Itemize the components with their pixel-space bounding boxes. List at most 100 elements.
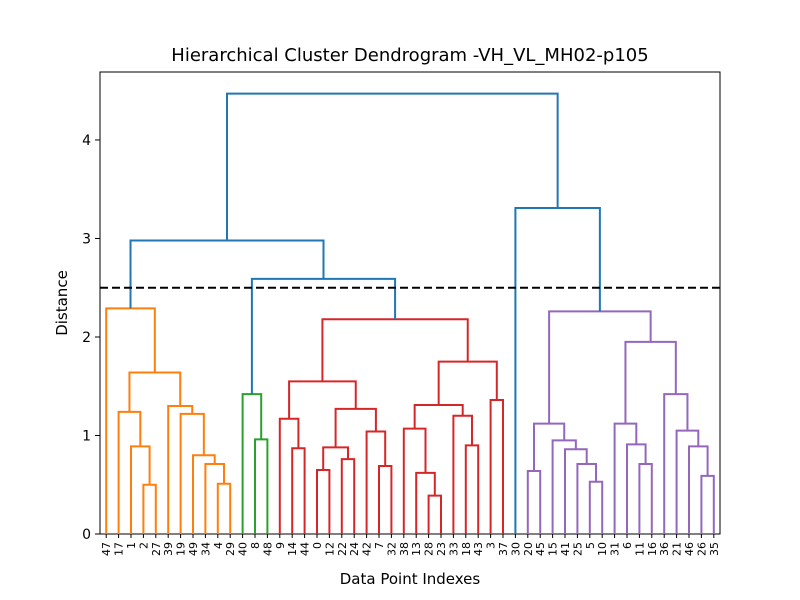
leaf-label: 24 [348,542,361,556]
dendrogram-link [700,474,715,534]
leaf-label: 13 [410,542,423,556]
dendrogram-link [626,443,647,534]
leaf-label: 32 [385,542,398,556]
y-tick-label: 3 [82,231,91,247]
dendrogram-link [378,465,393,534]
dendrogram-link [117,410,142,534]
leaf-label: 2 [137,542,150,549]
dendrogram-link [688,445,709,534]
leaf-label: 49 [187,542,200,556]
leaf-label: 0 [311,542,324,549]
y-axis-label: Distance [53,270,71,336]
leaf-label: 25 [571,542,584,556]
dendrogram-link [334,407,377,448]
y-tick-label: 2 [82,330,91,346]
leaf-label: 42 [361,542,374,556]
dendrogram-link [533,422,566,471]
leaf-label: 14 [286,542,299,556]
leaf-label: 37 [497,542,510,556]
dendrogram-link [452,414,473,534]
leaf-label: 41 [559,542,572,556]
leaf-label: 5 [584,542,597,549]
dendrogram-link [179,412,205,534]
leaf-label: 11 [633,542,646,556]
dendrogram-link [588,480,604,534]
leaf-label: 9 [274,542,287,549]
leaf-label: 21 [671,542,684,556]
leaf-label: 44 [299,542,312,556]
leaf-label: 33 [447,542,460,556]
dendrogram-link [415,471,436,534]
leaf-label: 28 [423,542,436,556]
dendrogram-link [437,360,498,405]
leaf-label: 8 [249,542,262,549]
leaf-label: 22 [336,542,349,556]
leaf-label: 38 [398,542,411,556]
leaf-label: 26 [695,542,708,556]
leaf-label: 39 [162,542,175,556]
leaf-label: 15 [547,542,560,556]
dendrogram-link [340,458,356,534]
dendrogram-link [250,277,397,395]
leaf-label: 40 [237,542,250,556]
leaf-label: 29 [224,542,237,556]
y-tick-label: 1 [82,428,91,444]
leaf-label: 18 [460,542,473,556]
x-axis-label: Data Point Indexes [340,570,481,588]
dendrogram-link [204,463,225,534]
leaf-label: 3 [485,542,498,549]
dendrogram-link [464,444,480,534]
dendrogram-link [321,318,469,382]
leaf-label: 1 [125,542,138,549]
dendrogram-link [128,371,182,412]
dendrogram-link [402,427,427,534]
dendrogram-link [226,92,559,241]
dendrogram-link [216,482,232,534]
dendrogram-link [254,438,269,534]
dendrogram-link [526,469,542,534]
leaf-label: 35 [708,542,721,556]
leaf-label: 6 [621,542,634,549]
leaf-label: 27 [150,542,163,556]
dendrogram-link [241,393,263,534]
plot-frame [99,71,721,535]
dendrogram-link [142,483,157,534]
dendrogram-link [427,494,442,534]
dendrogram-link [489,399,504,534]
leaf-label: 30 [509,542,522,556]
leaf-label: 31 [609,542,622,556]
leaf-label: 20 [522,542,535,556]
dendrogram-link [548,310,652,424]
dendrogram-link [105,307,156,534]
dendrogram-link [129,239,325,309]
leaf-label: 7 [373,542,386,549]
leaf-label: 23 [435,542,448,556]
dendrogram-link [278,417,300,534]
y-tick-label: 0 [82,527,91,543]
dendrogram-link [613,422,638,534]
leaf-label: 46 [683,542,696,556]
leaf-label: 47 [100,542,113,556]
dendrogram-link [576,463,597,534]
dendrogram-link [288,380,357,419]
leaf-label: 17 [113,542,126,556]
dendrogram-link [365,430,387,534]
leaf-label: 4 [212,542,225,549]
chart-title: Hierarchical Cluster Dendrogram -VH_VL_M… [171,45,648,66]
leaf-label: 48 [261,542,274,556]
leaf-label: 36 [658,542,671,556]
dendrogram-link [564,448,588,534]
dendrogram-link [624,340,677,424]
dendrogram-link [130,445,151,534]
dendrogram-link [291,447,306,534]
leaf-label: 10 [596,542,609,556]
dendrogram-link [192,454,216,534]
leaf-label: 12 [323,542,336,556]
leaf-label: 34 [199,542,212,556]
leaf-label: 43 [472,542,485,556]
dendrogram-link [551,439,577,534]
dendrogram-link [316,468,331,534]
y-tick-label: 4 [82,133,91,149]
